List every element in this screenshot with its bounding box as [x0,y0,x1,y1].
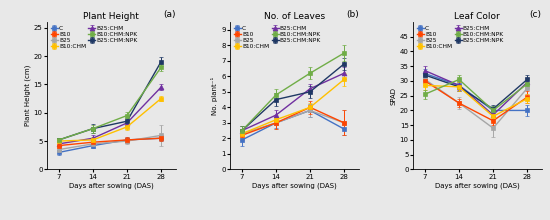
Text: (a): (a) [163,10,175,19]
Y-axis label: SPAD: SPAD [391,87,397,105]
Title: Plant Height: Plant Height [83,12,139,21]
X-axis label: Days after sowing (DAS): Days after sowing (DAS) [252,182,337,189]
Y-axis label: Plant Height (cm): Plant Height (cm) [24,65,31,126]
Text: (c): (c) [530,10,542,19]
Y-axis label: No. plant⁻¹: No. plant⁻¹ [211,77,218,115]
Legend: C, B10, B25, B10:CHM, B25:CHM, B10:CHM:NPK, B25:CHM:NPK, : C, B10, B25, B10:CHM, B25:CHM, B10:CHM:N… [50,25,139,50]
X-axis label: Days after sowing (DAS): Days after sowing (DAS) [435,182,520,189]
Legend: C, B10, B25, B10:CHM, B25:CHM, B10:CHM:NPK, B25:CHM:NPK, : C, B10, B25, B10:CHM, B25:CHM, B10:CHM:N… [416,25,505,50]
X-axis label: Days after sowing (DAS): Days after sowing (DAS) [69,182,153,189]
Title: Leaf Color: Leaf Color [454,12,500,21]
Title: No. of Leaves: No. of Leaves [263,12,325,21]
Text: (b): (b) [346,10,359,19]
Legend: C, B10, B25, B10:CHM, B25:CHM, B10:CHM:NPK, B25:CHM:NPK, : C, B10, B25, B10:CHM, B25:CHM, B10:CHM:N… [233,25,322,50]
